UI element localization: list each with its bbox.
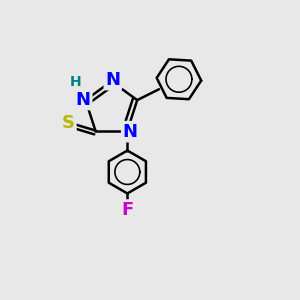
Text: N: N [123,123,138,141]
Text: N: N [105,70,120,88]
Text: H: H [70,75,81,89]
Text: S: S [62,114,75,132]
Text: F: F [121,201,134,219]
Text: N: N [76,91,91,109]
